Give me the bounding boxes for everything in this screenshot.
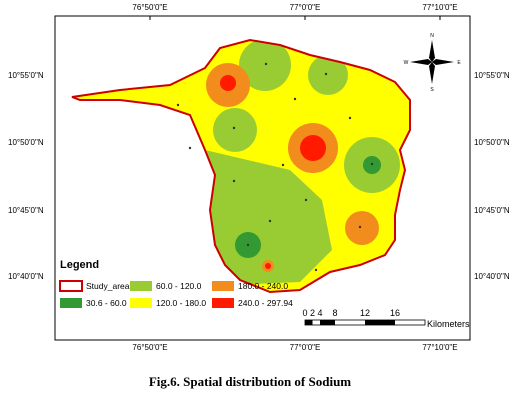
left-coordinate-label: 10°45'0"N: [8, 206, 44, 215]
left-coordinate-label: 10°55'0"N: [8, 71, 44, 80]
caption: Fig.6. Spatial distribution of Sodium: [149, 374, 351, 389]
top-coordinate-label: 76°50'0"E: [132, 3, 167, 12]
top-coordinate-label: 77°10'0"E: [422, 3, 457, 12]
scale-label: 0: [302, 308, 307, 318]
compass-w: W: [404, 60, 409, 66]
study-area-boundary: [71, 38, 411, 294]
legend: [59, 280, 234, 308]
scale-label: 16: [390, 308, 400, 318]
compass-e: E: [457, 60, 461, 66]
bottom-coordinate-label: 77°0'0"E: [290, 343, 321, 352]
scale-label: 12: [360, 308, 370, 318]
legend-label: 180.0 - 240.0: [238, 281, 288, 291]
compass-n: N: [430, 33, 434, 39]
bottom-coordinate-label: 77°10'0"E: [422, 343, 457, 352]
right-coordinate-label: 10°40'0"N: [474, 272, 510, 281]
top-coordinate-label: 77°0'0"E: [290, 3, 321, 12]
compass: N S E W: [404, 33, 462, 93]
legend-title: Legend: [60, 259, 99, 271]
left-coordinate-label: 10°40'0"N: [8, 272, 44, 281]
legend-label: 60.0 - 120.0: [156, 281, 202, 291]
scale-label: 4: [317, 308, 322, 318]
bottom-coordinate-label: 76°50'0"E: [132, 343, 167, 352]
right-coordinate-label: 10°50'0"N: [474, 138, 510, 147]
scale-label: 2: [310, 308, 315, 318]
legend-label: 30.6 - 60.0: [86, 298, 127, 308]
right-coordinate-label: 10°55'0"N: [474, 71, 510, 80]
right-coordinate-label: 10°45'0"N: [474, 206, 510, 215]
compass-s: S: [430, 87, 434, 93]
scale-label: 8: [332, 308, 337, 318]
scale-unit: Kilometers: [427, 319, 470, 329]
legend-label: 120.0 - 180.0: [156, 298, 206, 308]
sample-points: [176, 62, 374, 272]
legend-label: 240.0 - 297.94: [238, 298, 293, 308]
legend-label: Study_area: [86, 281, 130, 291]
scale-bar: [304, 319, 426, 326]
left-coordinate-label: 10°50'0"N: [8, 138, 44, 147]
